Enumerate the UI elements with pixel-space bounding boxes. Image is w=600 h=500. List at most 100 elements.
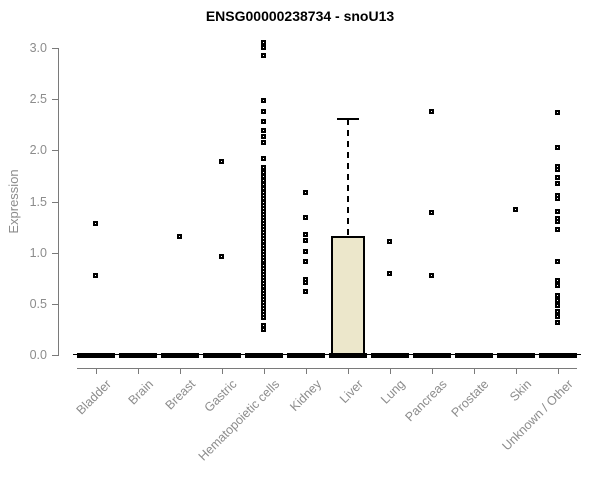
- data-point: [555, 110, 560, 116]
- data-point: [555, 145, 560, 151]
- whisker-cap: [337, 117, 359, 120]
- x-tick: [390, 368, 391, 374]
- y-tick: [52, 48, 58, 49]
- data-point: [261, 118, 266, 124]
- x-tick: [516, 368, 517, 374]
- x-tick-label: Prostate: [449, 377, 492, 420]
- data-point: [303, 238, 308, 244]
- y-tick-label: 1.5: [29, 194, 47, 209]
- y-axis-line: [58, 48, 59, 356]
- data-point: [387, 239, 392, 245]
- data-point: [303, 280, 308, 286]
- data-point: [303, 214, 308, 220]
- data-point: [303, 248, 308, 254]
- data-point: [555, 309, 560, 315]
- data-point: [555, 181, 560, 187]
- x-tick: [432, 368, 433, 374]
- x-tick-label: Hematopoietic cells: [195, 377, 282, 464]
- median-bar: [539, 352, 577, 358]
- data-point: [261, 169, 266, 175]
- x-tick: [96, 368, 97, 374]
- median-bar: [287, 352, 325, 358]
- x-tick-label: Lung: [378, 377, 408, 407]
- data-point: [261, 327, 266, 333]
- median-bar: [119, 352, 157, 358]
- x-tick: [348, 368, 349, 374]
- median-bar: [497, 352, 535, 358]
- y-tick-label: 3.0: [29, 41, 47, 55]
- data-point: [555, 174, 560, 180]
- median-bar: [77, 352, 115, 358]
- y-tick: [52, 201, 58, 203]
- data-point: [261, 323, 266, 329]
- data-point: [387, 271, 392, 277]
- data-point: [513, 206, 518, 212]
- data-point: [261, 127, 266, 133]
- x-tick: [474, 368, 475, 374]
- median-bar: [245, 352, 283, 358]
- x-tick: [222, 368, 223, 374]
- data-point: [555, 278, 560, 284]
- data-point: [555, 302, 560, 308]
- data-point: [429, 273, 434, 279]
- data-point: [261, 155, 266, 161]
- data-point: [429, 209, 434, 215]
- x-tick-label: Brain: [125, 377, 156, 408]
- data-point: [261, 45, 266, 50]
- y-tick-label: 1.0: [29, 245, 47, 260]
- data-point: [261, 134, 266, 140]
- data-point: [219, 253, 224, 259]
- data-point: [219, 158, 224, 164]
- data-point: [261, 173, 266, 179]
- x-tick-label: Skin: [506, 377, 534, 405]
- data-point: [555, 314, 560, 320]
- whisker: [347, 118, 349, 237]
- data-point: [555, 297, 560, 303]
- y-tick-label: 2.0: [29, 143, 47, 158]
- data-point: [303, 258, 308, 264]
- data-point: [261, 257, 266, 263]
- data-point: [261, 186, 266, 192]
- x-tick: [180, 368, 181, 374]
- x-tick-label: Liver: [336, 377, 366, 407]
- x-tick: [306, 368, 307, 374]
- data-point: [303, 288, 308, 294]
- x-tick-label: Pancreas: [402, 377, 450, 425]
- data-point: [261, 315, 266, 321]
- x-tick-label: Gastric: [202, 377, 240, 415]
- data-point: [555, 166, 560, 172]
- data-point: [93, 221, 98, 226]
- median-bar: [203, 352, 241, 358]
- data-point: [261, 39, 266, 45]
- y-tick-label: 0.5: [29, 296, 47, 311]
- x-tick: [558, 368, 559, 374]
- data-point: [555, 196, 560, 202]
- data-point: [303, 232, 308, 238]
- y-tick: [52, 252, 58, 254]
- x-tick-label: Bladder: [73, 377, 114, 418]
- chart-title: ENSG00000238734 - snoU13: [205, 8, 395, 24]
- data-point: [261, 178, 266, 184]
- data-point: [555, 320, 560, 326]
- data-point: [555, 208, 560, 214]
- x-tick-label: Breast: [162, 377, 198, 413]
- data-point: [261, 164, 266, 170]
- median-bar: [455, 352, 493, 358]
- data-point: [261, 98, 266, 104]
- x-axis-line: [77, 368, 577, 369]
- y-tick: [52, 303, 58, 305]
- data-point: [555, 283, 560, 289]
- box: [331, 236, 365, 355]
- x-tick-label: Kidney: [286, 377, 324, 414]
- data-point: [93, 273, 98, 279]
- y-tick: [52, 99, 58, 101]
- x-tick: [264, 368, 265, 374]
- data-point: [261, 182, 266, 188]
- median-bar: [329, 352, 367, 358]
- data-point: [261, 53, 266, 59]
- data-point: [177, 234, 182, 240]
- median-bar: [161, 352, 199, 358]
- median-bar: [413, 352, 451, 358]
